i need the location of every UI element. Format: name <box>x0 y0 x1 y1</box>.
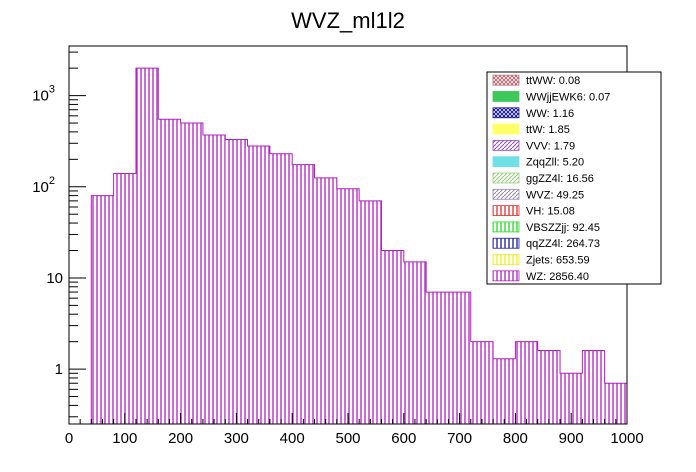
y-tick-label: 10 <box>46 270 63 287</box>
histogram-bar <box>202 134 226 424</box>
x-tick-label: 1000 <box>610 430 643 447</box>
histogram-bar <box>314 177 337 424</box>
legend-entry: VH: 15.08 <box>526 206 575 218</box>
histogram-bar <box>247 146 270 424</box>
legend-swatch <box>492 188 520 200</box>
histogram-bar <box>292 164 315 424</box>
x-tick-label: 900 <box>559 430 584 447</box>
legend-swatch <box>492 156 520 168</box>
histogram-bar <box>426 292 449 424</box>
legend-swatch <box>492 107 520 119</box>
x-tick-label: 100 <box>112 430 137 447</box>
legend-entry: WVZ: 49.25 <box>526 189 584 201</box>
legend-entry: ttWW: 0.08 <box>526 75 580 87</box>
x-tick-label: 300 <box>224 430 249 447</box>
x-tick-label: 700 <box>447 430 472 447</box>
legend-swatch <box>492 270 520 282</box>
legend-entry: VVV: 1.79 <box>526 140 575 152</box>
legend-swatch <box>492 139 520 151</box>
legend-entry: WZ: 2856.40 <box>526 271 589 283</box>
legend-entry: ggZZ4l: 16.56 <box>526 173 594 185</box>
histogram-bar <box>403 261 427 424</box>
legend-swatch <box>492 91 520 102</box>
bars-layer <box>69 67 628 425</box>
x-tick-label: 600 <box>391 430 416 447</box>
histogram-bar <box>158 119 181 425</box>
histogram-bar <box>91 195 114 424</box>
histogram-bar <box>225 139 248 424</box>
x-tick-label: 400 <box>280 430 305 447</box>
legend: ttWW: 0.08 WWjjEWK6: 0.07 WW: 1.16 ttW: 1.8… <box>486 71 662 285</box>
y-tick-label: 1 <box>55 361 63 378</box>
histogram-bar <box>113 173 136 424</box>
legend-swatch <box>492 237 520 249</box>
x-tick-label: 800 <box>503 430 528 447</box>
histogram-bar <box>493 358 516 424</box>
legend-swatch <box>492 221 520 233</box>
legend-swatch <box>492 254 520 265</box>
histogram-bar <box>269 153 293 424</box>
histogram-bar <box>604 383 627 424</box>
legend-swatch <box>492 172 520 184</box>
histogram-bar <box>537 350 561 424</box>
legend-swatch <box>492 74 520 86</box>
legend-swatch <box>492 123 520 135</box>
histogram-bar <box>381 250 404 424</box>
legend-entry: VBSZZjj: 92.45 <box>526 222 600 234</box>
histogram-bar <box>560 373 583 424</box>
legend-entry: WW: 1.16 <box>526 108 574 120</box>
y-tick-label: 103 <box>32 84 55 105</box>
histogram-bar <box>180 123 203 424</box>
legend-entry: WWjjEWK6: 0.07 <box>526 91 610 103</box>
legend-swatch <box>492 205 520 217</box>
x-tick-label: 200 <box>168 430 193 447</box>
histogram-bar <box>470 341 494 424</box>
y-tick-label: 102 <box>32 175 55 196</box>
histogram-bar <box>515 341 538 424</box>
x-tick-label: 500 <box>335 430 360 447</box>
y-axis-ticks: 1 10 102 103 <box>32 51 86 418</box>
histogram-bar <box>359 200 382 424</box>
legend-entry: ttW: 1.85 <box>526 124 570 136</box>
legend-entry: qqZZ4l: 264.73 <box>526 238 600 250</box>
x-tick-label: 0 <box>65 430 73 447</box>
x-axis-ticks: 0 100 200 300 400 500 600 700 800 900 1000 <box>65 413 644 447</box>
legend-entry: Zjets: 653.59 <box>526 255 590 267</box>
histogram-bar <box>448 292 471 424</box>
histogram-outline <box>69 67 628 425</box>
chart-title: WVZ_ml1l2 <box>291 8 405 33</box>
histogram-bar <box>135 68 159 425</box>
histogram-bar <box>582 350 605 424</box>
legend-entry: ZqqZll: 5.20 <box>526 157 584 169</box>
histogram-bar <box>336 188 360 424</box>
